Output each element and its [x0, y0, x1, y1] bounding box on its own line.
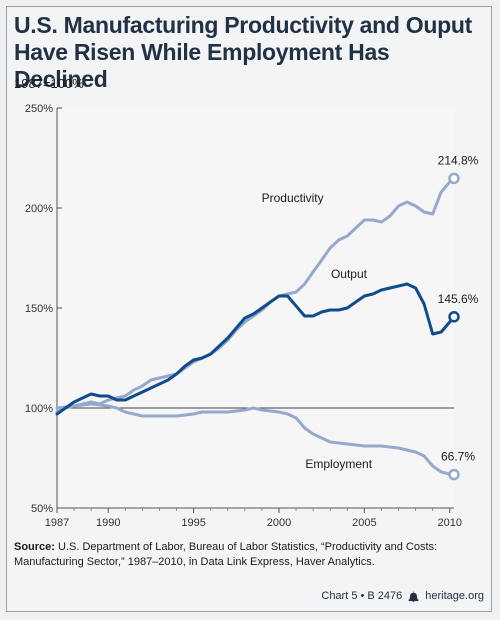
chart-title: U.S. Manufacturing Productivity and Oupu…: [14, 12, 484, 93]
source-text: U.S. Department of Labor, Bureau of Labo…: [14, 541, 438, 568]
liberty-bell-icon: [408, 590, 419, 602]
x-tick-label: 2010: [437, 517, 461, 529]
output-series-label: Output: [331, 267, 368, 281]
output-end-marker: [448, 311, 460, 323]
x-tick-label: 1987: [45, 517, 69, 529]
employment-series-label: Employment: [305, 457, 372, 471]
plot-area: [57, 108, 454, 508]
source-note: Source: U.S. Department of Labor, Bureau…: [14, 540, 484, 570]
title-line-1: U.S. Manufacturing Productivity and Oupu…: [14, 12, 472, 38]
productivity-line: [55, 176, 456, 414]
title-line-2: Have Risen While Employment Has Declined: [14, 39, 390, 92]
x-tick-label: 2000: [267, 517, 291, 529]
productivity-end-marker: [448, 172, 460, 185]
y-tick-label: 50%: [31, 503, 53, 515]
productivity-series-label: Productivity: [262, 191, 324, 205]
x-tick-label: 1995: [181, 517, 205, 529]
y-tick-label: 200%: [25, 203, 53, 215]
output-line: [55, 282, 456, 416]
chart-subtitle: 1987=100%: [14, 76, 84, 91]
x-tick-label: 2005: [352, 517, 376, 529]
source-label: Source:: [14, 541, 55, 553]
x-tick-label: 1990: [96, 517, 120, 529]
footer-chart-id: Chart 5 • B 2476: [321, 590, 403, 602]
productivity-end-value: 214.8%: [438, 153, 479, 167]
footer-site: heritage.org: [425, 590, 484, 602]
output-end-value: 145.6%: [438, 292, 479, 306]
employment-end-marker: [448, 468, 460, 481]
y-tick-label: 100%: [25, 403, 53, 415]
employment-line: [55, 402, 456, 477]
employment-end-value: 66.7%: [441, 450, 475, 464]
footer: Chart 5 • B 2476 heritage.org: [321, 590, 484, 602]
y-tick-label: 150%: [25, 303, 53, 315]
y-tick-label: 250%: [25, 103, 53, 115]
